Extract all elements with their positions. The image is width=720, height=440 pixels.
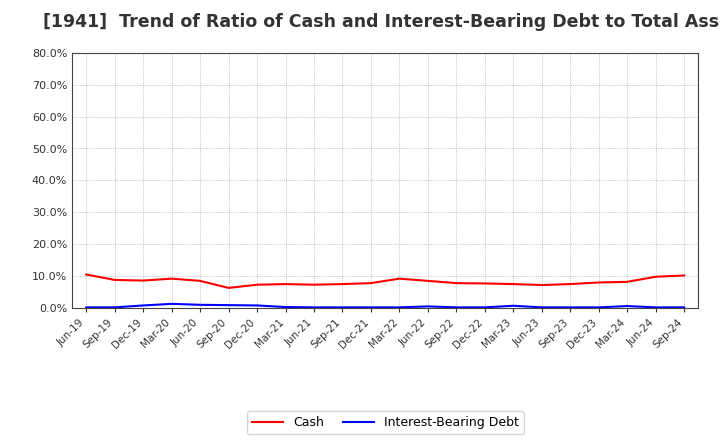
Cash [537, 282, 546, 288]
Cash [595, 280, 603, 285]
Cash [423, 278, 432, 283]
Interest-Bearing Debt [423, 304, 432, 309]
Interest-Bearing Debt [338, 305, 347, 310]
Interest-Bearing Debt [566, 305, 575, 310]
Cash [652, 274, 660, 279]
Text: [1941]  Trend of Ratio of Cash and Interest-Bearing Debt to Total Assets: [1941] Trend of Ratio of Cash and Intere… [42, 13, 720, 31]
Cash [509, 282, 518, 287]
Cash [566, 282, 575, 287]
Interest-Bearing Debt [537, 305, 546, 310]
Interest-Bearing Debt [167, 301, 176, 307]
Cash [225, 285, 233, 290]
Interest-Bearing Debt [110, 305, 119, 310]
Cash [110, 277, 119, 282]
Cash [310, 282, 318, 287]
Cash [82, 272, 91, 277]
Cash [282, 282, 290, 287]
Interest-Bearing Debt [139, 303, 148, 308]
Interest-Bearing Debt [253, 303, 261, 308]
Cash [480, 281, 489, 286]
Cash [167, 276, 176, 281]
Cash [253, 282, 261, 287]
Interest-Bearing Debt [680, 305, 688, 310]
Interest-Bearing Debt [395, 305, 404, 310]
Interest-Bearing Debt [509, 303, 518, 308]
Interest-Bearing Debt [82, 305, 91, 310]
Cash [452, 280, 461, 286]
Interest-Bearing Debt [623, 304, 631, 309]
Cash [139, 278, 148, 283]
Interest-Bearing Debt [282, 304, 290, 310]
Cash [395, 276, 404, 281]
Interest-Bearing Debt [366, 305, 375, 310]
Line: Cash: Cash [86, 275, 684, 288]
Interest-Bearing Debt [225, 302, 233, 308]
Cash [366, 280, 375, 286]
Interest-Bearing Debt [310, 305, 318, 310]
Line: Interest-Bearing Debt: Interest-Bearing Debt [86, 304, 684, 308]
Interest-Bearing Debt [595, 305, 603, 310]
Cash [623, 279, 631, 285]
Legend: Cash, Interest-Bearing Debt: Cash, Interest-Bearing Debt [247, 411, 523, 434]
Interest-Bearing Debt [652, 305, 660, 310]
Cash [196, 278, 204, 283]
Interest-Bearing Debt [452, 305, 461, 310]
Cash [338, 282, 347, 287]
Interest-Bearing Debt [480, 305, 489, 310]
Cash [680, 273, 688, 278]
Interest-Bearing Debt [196, 302, 204, 308]
